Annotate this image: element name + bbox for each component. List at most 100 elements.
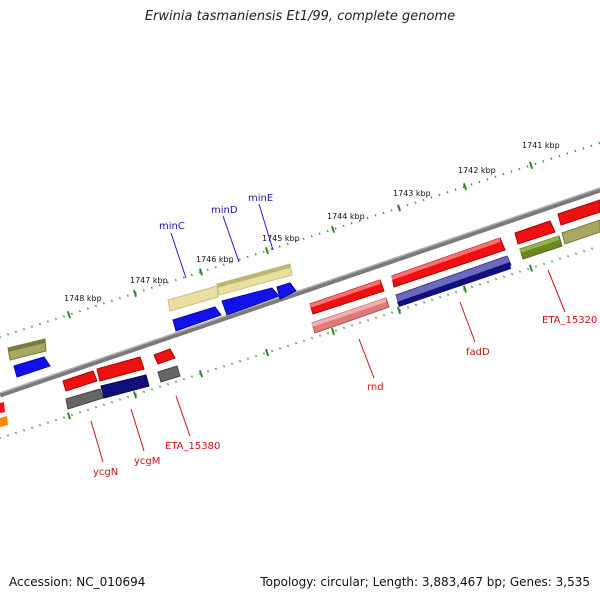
- upper-scale-dot: [582, 147, 585, 150]
- upper-scale-dot: [79, 310, 81, 313]
- label-rnd: rnd: [367, 382, 384, 393]
- upper-scale-dot: [358, 219, 361, 222]
- kbp-label-1743: 1743 kbp: [393, 189, 431, 198]
- lower-scale-dot: [183, 377, 185, 381]
- gene-fadD[interactable]: [395, 255, 512, 305]
- lower-scale-dot: [231, 362, 233, 365]
- lower-scale-dot: [543, 262, 545, 266]
- upper-scale-dot: [254, 253, 257, 256]
- lower-scale-dot: [527, 267, 529, 271]
- label-ETA_15320: ETA_15320: [542, 315, 597, 326]
- lower-scale-dot: [79, 411, 81, 414]
- upper-scale-dot: [270, 247, 273, 251]
- lower-scale-dot: [159, 385, 161, 388]
- gene-olive-right[interactable]: [561, 219, 600, 245]
- gene-red-edge[interactable]: [0, 402, 5, 413]
- lower-scale-dot: [415, 303, 417, 307]
- upper-scale-dot: [462, 185, 465, 189]
- upper-scale-dot: [230, 260, 233, 264]
- upper-scale-dot: [382, 211, 385, 215]
- gene-navy-fadD[interactable]: [397, 262, 511, 307]
- upper-scale-dot: [534, 162, 537, 165]
- label-minC: minC: [159, 221, 185, 232]
- gene-ETA_15380[interactable]: [157, 365, 181, 383]
- lower-scale-dot: [447, 293, 449, 296]
- lower-scale-dot: [487, 280, 489, 283]
- lower-scale-dot: [295, 342, 297, 345]
- kbp-label-1748: 1748 kbp: [64, 294, 102, 303]
- gene-red-eta15320[interactable]: [514, 220, 556, 245]
- lower-scale-major-tick: [528, 264, 534, 272]
- lower-scale-dot: [535, 265, 537, 268]
- label-minD: minD: [211, 205, 238, 216]
- lower-scale-dot: [391, 311, 393, 314]
- upper-scale-major-tick: [264, 247, 270, 255]
- label-ETA_15380: ETA_15380: [165, 441, 220, 452]
- upper-scale-dot: [246, 255, 249, 259]
- gene-ycgN[interactable]: [65, 388, 104, 410]
- upper-scale-major-tick: [66, 311, 72, 319]
- lower-scale-dot: [215, 367, 217, 371]
- lower-scale-major-tick: [264, 348, 270, 357]
- lower-scale-dot: [591, 247, 593, 250]
- lower-scale-dot: [103, 403, 105, 406]
- upper-scale-dot: [574, 149, 577, 153]
- gene-minE[interactable]: [276, 282, 297, 300]
- gene-khaki-1[interactable]: [167, 285, 219, 312]
- upper-scale-dot: [262, 250, 265, 253]
- lower-scale-dot: [439, 296, 441, 299]
- kbp-label-1746: 1746 kbp: [196, 255, 234, 264]
- lower-scale-dot: [23, 429, 25, 432]
- upper-scale-dot: [63, 315, 65, 318]
- lower-scale-dot: [431, 298, 433, 301]
- upper-scale-dot: [406, 204, 409, 207]
- lower-scale-dot: [471, 285, 473, 289]
- kbp-label-1744: 1744 kbp: [327, 212, 365, 221]
- upper-scale-dot: [47, 320, 49, 323]
- lower-scale-major-tick: [462, 285, 468, 293]
- lower-scale-dot: [127, 395, 129, 399]
- lower-scale: [0, 247, 593, 440]
- lower-scale-dot: [463, 288, 465, 291]
- gene-red-eta15380[interactable]: [153, 348, 176, 365]
- gene-minC[interactable]: [172, 306, 222, 332]
- gene-red-right[interactable]: [557, 199, 600, 226]
- upper-scale-dot: [494, 175, 497, 178]
- accession-text: Accession: NC_010694: [9, 575, 146, 589]
- upper-scale-dot: [318, 232, 321, 235]
- lower-scale-dot: [327, 331, 329, 335]
- upper-scale-dot: [127, 294, 129, 297]
- label-ycgM: ycgM: [134, 456, 160, 467]
- label-minE: minE: [248, 193, 273, 204]
- lower-scale-dot: [7, 434, 9, 437]
- upper-scale-dot: [566, 152, 569, 155]
- upper-scale-dot: [590, 144, 593, 147]
- gene-red-ycgN[interactable]: [62, 370, 98, 392]
- upper-scale-dot: [286, 242, 289, 246]
- lower-scale-dot: [311, 337, 313, 340]
- upper-scale-dot: [510, 170, 513, 173]
- upper-scale-dot: [150, 286, 153, 290]
- lower-scale-dot: [503, 275, 505, 278]
- upper-scale-dot: [438, 193, 441, 197]
- upper-scale-dot: [214, 266, 217, 269]
- gene-orange-edge[interactable]: [0, 416, 8, 427]
- upper-scale-dot: [302, 237, 305, 240]
- map-title: Erwinia tasmaniensis Et1/99, complete ge…: [144, 9, 456, 24]
- lower-scale-dot: [551, 260, 553, 263]
- upper-scale-dot: [119, 297, 121, 300]
- lower-scale-dot: [495, 278, 497, 281]
- upper-scale-dot: [182, 276, 185, 279]
- gene-ycgM[interactable]: [100, 374, 150, 399]
- kbp-label-1745: 1745 kbp: [262, 234, 300, 243]
- lower-scale-dot: [583, 249, 585, 253]
- lower-scale-dot: [119, 398, 121, 401]
- gene-blue-left[interactable]: [13, 356, 51, 378]
- lower-scale-dot: [55, 418, 57, 422]
- lower-scale-dot: [567, 255, 569, 258]
- lower-scale-dot: [519, 270, 521, 273]
- upper-scale-dot: [198, 271, 201, 274]
- lower-scale-dot: [263, 352, 265, 355]
- gene-red-ycgM[interactable]: [96, 356, 145, 382]
